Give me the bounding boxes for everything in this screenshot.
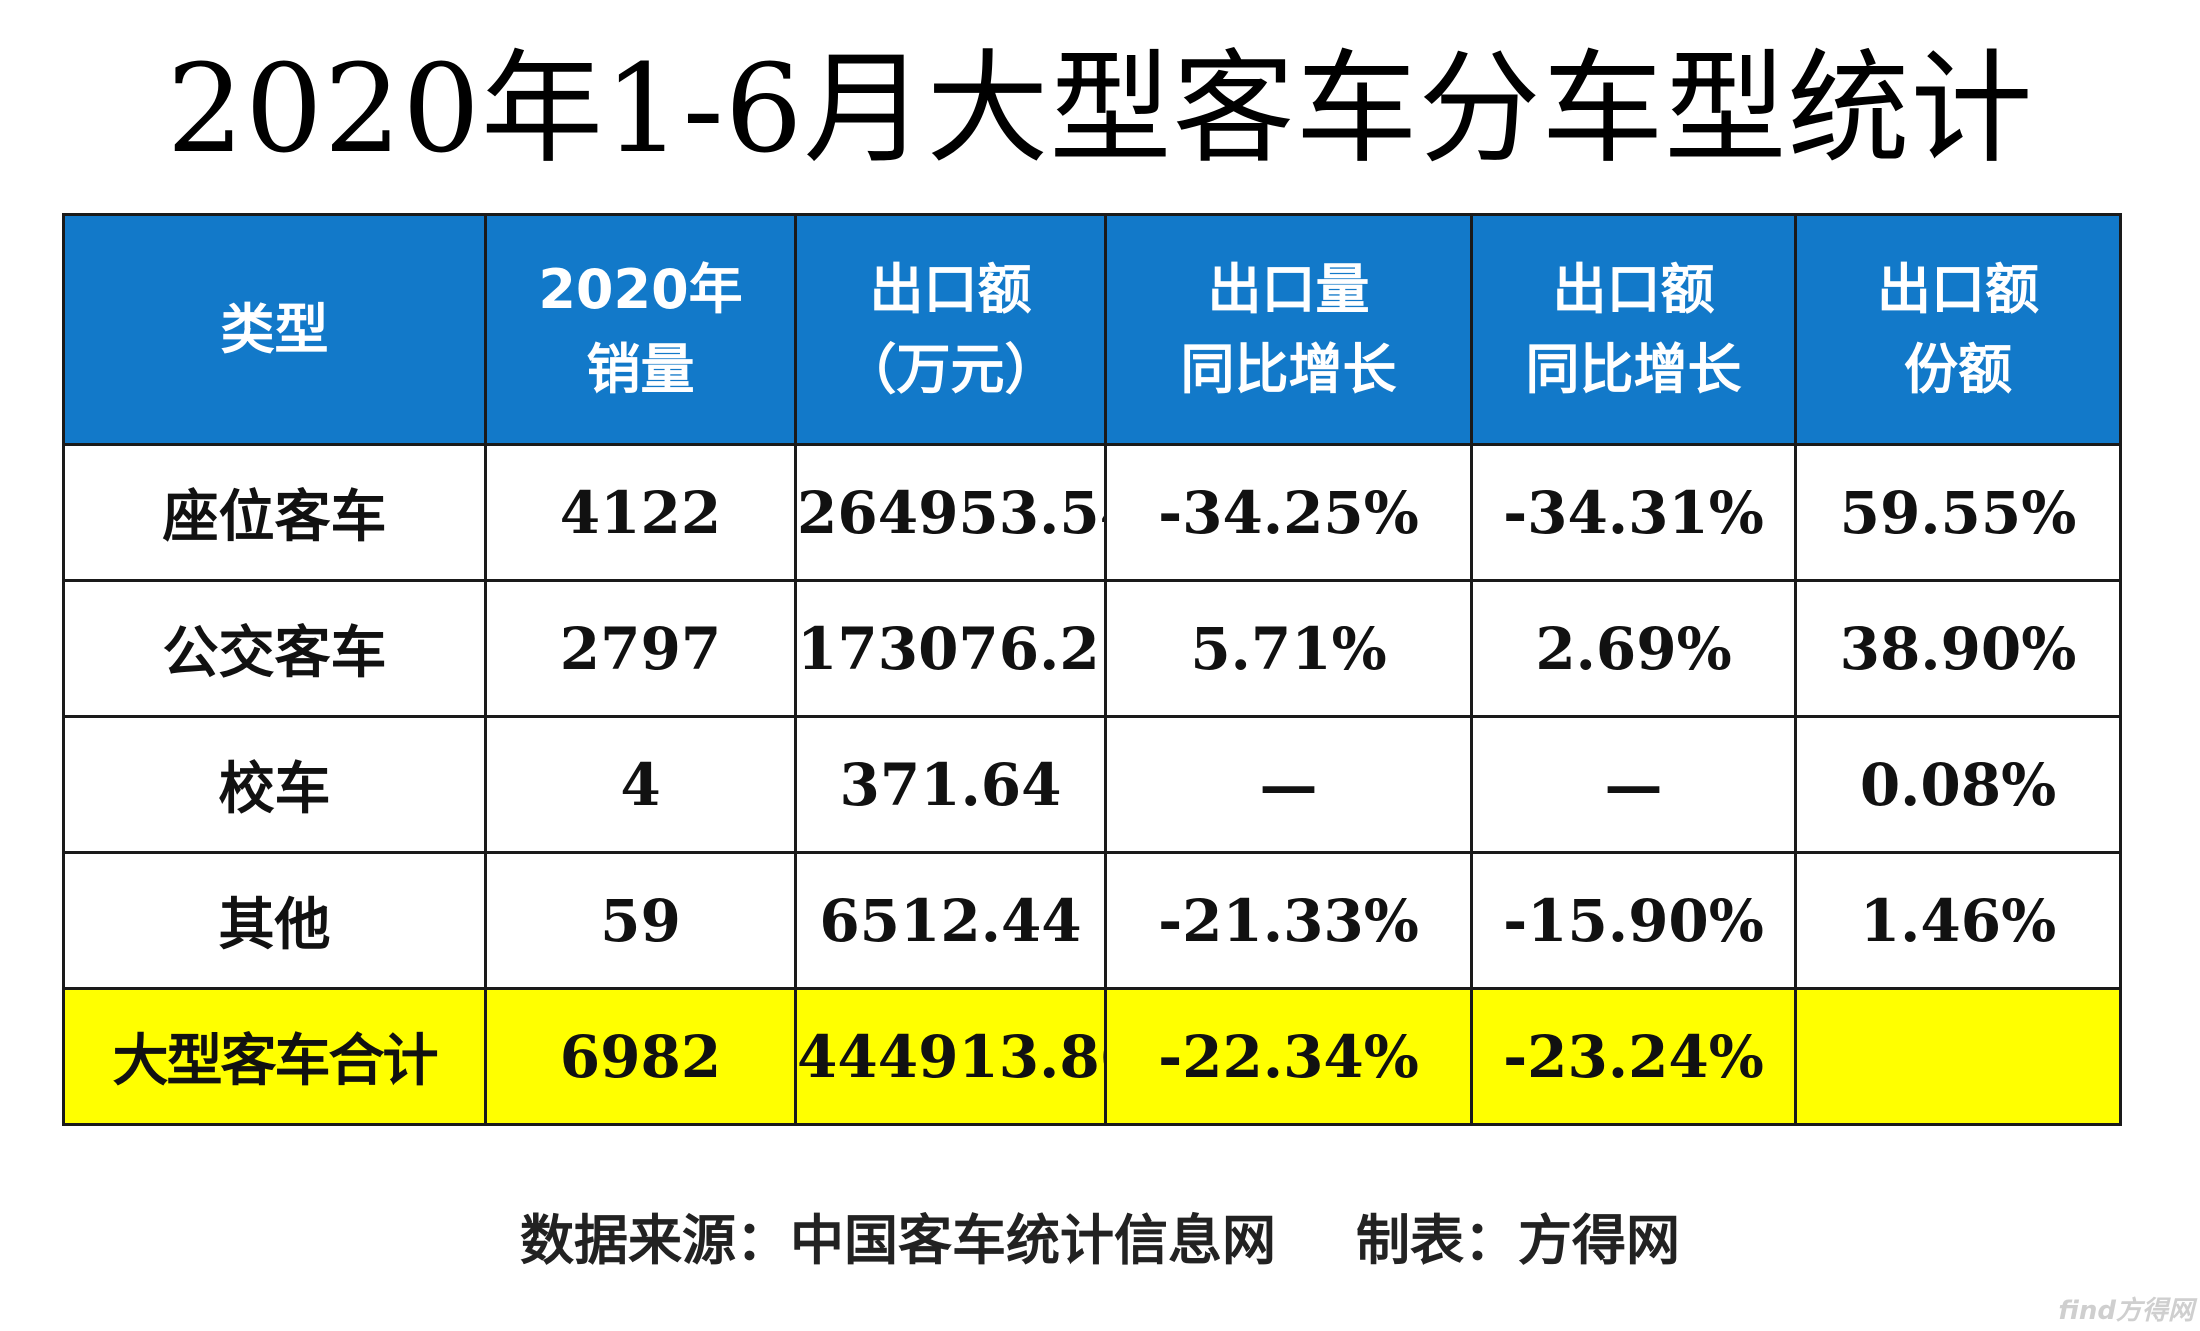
column-header-export-value: 出口额 （万元） [794, 213, 1107, 446]
column-header-line: 同比增长 [1525, 337, 1742, 401]
data-source-text: 数据来源：中国客车统计信息网 [520, 1209, 1276, 1272]
cell-sales-2020: 59 [484, 851, 797, 990]
cell-export-value-share: 38.90% [1794, 579, 2122, 718]
row-type-cell: 校车 [62, 715, 487, 854]
row-type-cell: 公交客车 [62, 579, 487, 718]
column-header-sales-2020: 2020年销量 [484, 213, 797, 446]
table-header: 类型 2020年 销量 出口额 （万元） 出口量 同比增长 出口额 同比增长 出口额 份额 [62, 213, 2122, 446]
column-header-line: 类型 [220, 297, 329, 361]
cell-export-volume-yoy: — [1104, 715, 1473, 854]
column-header-line: 出口额 [1552, 257, 1715, 321]
column-header-line: （万元） [842, 337, 1059, 401]
stats-table: 类型 2020年 销量 出口额 （万元） 出口量 同比增长 出口额 同比增长 出口额 份额 座位客车… [62, 213, 2122, 1126]
column-header-type: 类型 [62, 213, 487, 446]
cell-export-value-share [1794, 987, 2122, 1126]
cell-export-value-share: 1.46% [1794, 851, 2122, 990]
cell-export-value: 444913.86 [794, 987, 1107, 1126]
cell-sales-2020: 6982 [484, 987, 797, 1126]
cell-export-value-yoy: -23.24% [1470, 987, 1797, 1126]
column-header-line: 销量 [586, 337, 695, 401]
cell-export-value: 6512.44 [794, 851, 1107, 990]
row-type-cell: 座位客车 [62, 443, 487, 582]
table-body: 座位客车4122264953.54-34.25%-34.31%59.55%公交客… [62, 443, 2122, 1126]
cell-export-volume-yoy: -22.34% [1104, 987, 1473, 1126]
cell-export-volume-yoy: 5.71% [1104, 579, 1473, 718]
cell-sales-2020: 4 [484, 715, 797, 854]
cell-export-value: 264953.54 [794, 443, 1107, 582]
page-title: 2020年1-6月大型客车分车型统计 [166, 38, 2034, 180]
corner-logo: find方得网 [2058, 1296, 2194, 1326]
column-header-export-value-yoy: 出口额 同比增长 [1470, 213, 1797, 446]
header-row: 类型 2020年 销量 出口额 （万元） 出口量 同比增长 出口额 同比增长 出口额 份额 [62, 213, 2122, 446]
cell-export-volume-yoy: -34.25% [1104, 443, 1473, 582]
column-header-line: 出口额 [1877, 257, 2039, 321]
cell-export-value: 173076.25 [794, 579, 1107, 718]
row-type-cell: 大型客车合计 [62, 987, 487, 1126]
table-row: 其他 59 6512.44 -21.33% -15.90% 1.46% [62, 851, 2122, 990]
column-header-export-value-share: 出口额 份额 [1794, 213, 2122, 446]
table-maker-text: 制表：方得网 [1356, 1209, 1680, 1272]
cell-export-value-yoy: -15.90% [1470, 851, 1797, 990]
table-row: 校车 4 371.64— —0.08% [62, 715, 2122, 854]
cell-export-value-yoy: 2.69% [1470, 579, 1797, 718]
cell-export-value-share: 59.55% [1794, 443, 2122, 582]
cell-sales-2020: 4122 [484, 443, 797, 582]
cell-export-value-share: 0.08% [1794, 715, 2122, 854]
cell-export-value: 371.64 [794, 715, 1107, 854]
cell-export-volume-yoy: -21.33% [1104, 851, 1473, 990]
column-header-line: 份额 [1904, 337, 2012, 401]
column-header-line: 出口额 [869, 257, 1032, 321]
column-header-export-volume-yoy: 出口量 同比增长 [1104, 213, 1473, 446]
column-header-line: 出口量 [1207, 257, 1370, 321]
cell-sales-2020: 2797 [484, 579, 797, 718]
column-header-line: 2020年 [538, 257, 743, 321]
row-type-cell: 其他 [62, 851, 487, 990]
cell-export-value-yoy: -34.31% [1470, 443, 1797, 582]
cell-export-value-yoy: — [1470, 715, 1797, 854]
column-header-line: 同比增长 [1180, 337, 1397, 401]
footer: 数据来源：中国客车统计信息网 制表：方得网 [0, 1196, 2200, 1275]
